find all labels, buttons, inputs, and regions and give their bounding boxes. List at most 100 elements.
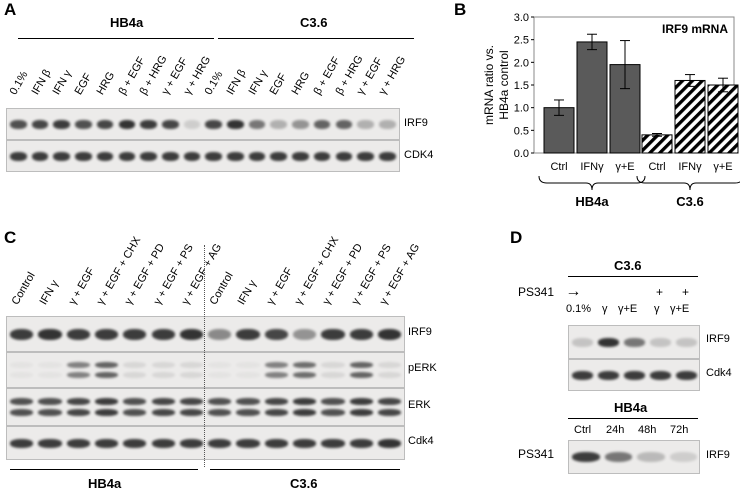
panel-d-blot-cdk4: [568, 359, 700, 391]
panel-d-ps341-text-bottom: PS341: [518, 447, 555, 461]
panel-d-bottom-irf9-band: [637, 452, 665, 462]
panel-c-lane-label: IFN γ: [235, 278, 260, 307]
panel-c-erk-band: [293, 408, 317, 416]
panel-c-perk-band: [123, 361, 147, 368]
panel-c-erk-band: [10, 408, 34, 416]
panel-c-perk-band: [321, 372, 345, 379]
chart-b-bar: [576, 41, 608, 154]
panel-a-cdk4-band: [10, 151, 27, 161]
panel-c-erk-band: [236, 398, 260, 406]
panel-c-erk-band: [94, 408, 119, 416]
panel-c-erk-band: [151, 408, 175, 416]
chart-b-x-tick-label: γ+E: [713, 161, 732, 173]
panel-c-cdk4-band: [179, 438, 204, 448]
panel-d-irf9-band: [650, 337, 671, 347]
panel-d-irf9-band: [624, 337, 645, 347]
panel-c-erk-band: [38, 408, 62, 416]
panel-a-cdk4-band: [248, 151, 266, 161]
panel-c-lane-label: γ + EGF: [264, 265, 296, 307]
panel-c-irf9-band: [179, 328, 204, 340]
panel-a-irf9-band: [335, 119, 353, 129]
panel-c-hb4a-line: [10, 469, 198, 470]
chart-b-x-tick-label: Ctrl: [550, 161, 567, 173]
panel-d-bottom-lane-label: 72h: [670, 424, 689, 436]
panel-c-blot-perk: [6, 352, 405, 388]
chart-b-group-brace: [538, 175, 646, 191]
chart-b-bar: [641, 134, 673, 154]
panel-a-blot-irf9: [6, 108, 400, 140]
panel-c-erk-band: [208, 408, 232, 416]
panel-c-lane-label: γ + EGF: [66, 265, 97, 307]
panel-a-lane-label: 0.1%: [202, 69, 226, 97]
panel-c-erk-band: [264, 408, 288, 416]
chart-b-bar: [674, 79, 706, 154]
panel-c-erk-band: [66, 408, 90, 416]
panel-a-cdk4-band: [53, 151, 71, 161]
panel-c-lane-label: IFN γ: [37, 278, 62, 307]
panel-c-perk-band: [94, 372, 119, 379]
panel-c-perk-band: [66, 361, 90, 368]
panel-d-irf9-band: [676, 337, 697, 347]
panel-a-cdk4-band: [205, 151, 222, 161]
panel-a-irf9-band: [53, 119, 71, 129]
panel-a-lane-label: HRG: [94, 69, 118, 97]
panel-c-irf9-band: [264, 328, 288, 340]
panel-c-erk-band: [38, 398, 62, 406]
panel-c-cdk4-band: [123, 438, 147, 448]
panel-c-perk-band: [264, 372, 288, 379]
panel-c-perk-band: [66, 372, 90, 379]
chart-b-ylabel: mRNA ratio vs.HB4a control: [482, 45, 511, 125]
panel-a-lane-label: IFN γ: [50, 68, 75, 97]
panel-c-irf9-band: [349, 328, 373, 340]
chart-b-x-tick-label: IFNγ: [580, 161, 604, 173]
panel-c-perk-band: [377, 372, 402, 379]
panel-c-irf9-band: [10, 328, 34, 340]
panel-c-irf9-band: [377, 328, 402, 340]
chart-b-y-tick-label: 3.0: [514, 12, 529, 24]
panel-c-letter: C: [4, 228, 17, 247]
panel-c-erk-band: [349, 408, 373, 416]
panel-c-erk-band: [66, 398, 90, 406]
panel-c-irf9-band: [94, 328, 119, 340]
panel-a-group-c36: C3.6: [300, 15, 328, 30]
panel-d-cdk4-band: [572, 370, 593, 380]
panel-c-cdk4-band: [377, 438, 402, 448]
panel-a-irf9-band: [313, 119, 331, 129]
panel-a-cdk4-band: [96, 151, 114, 161]
panel-c-irf9-band: [236, 328, 260, 340]
panel-a-cdk4-band: [161, 151, 179, 161]
panel-c-erk-band: [236, 408, 260, 416]
panel-d-cdk4-band: [598, 370, 619, 380]
panel-a-lane-label: 0.1%: [7, 69, 31, 97]
panel-c-erk-band: [179, 408, 204, 416]
panel-a-lane-label: IFN β: [224, 67, 249, 97]
panel-a-cdk4-band: [118, 151, 136, 161]
panel-d-bottom-irf9-band: [669, 452, 697, 462]
chart-b-svg: 0.0 0.5 1.0 1.5 2.0 2.5 3.0 mRNA ratio vs.HB4a …: [482, 12, 740, 209]
panel-a-irf9-band: [75, 119, 92, 129]
panel-c-perk-band: [10, 361, 34, 368]
chart-b-group-brace: [636, 175, 740, 191]
panel-d-label-cdk4: Cdk4: [706, 367, 732, 379]
chart-b-x-tick-label: Ctrl: [648, 161, 665, 173]
panel-a-lane-label: IFN γ: [246, 68, 270, 97]
panel-c-perk-band: [38, 361, 62, 368]
chart-b-group-label: HB4a: [575, 194, 609, 209]
panel-d-ps-plus: +: [656, 285, 664, 299]
panel-d-label-bottom-irf9: IRF9: [706, 449, 730, 461]
chart-b-group-label: C3.6: [676, 194, 703, 209]
chart-b-x-tick-label: γ+E: [615, 161, 634, 173]
panel-c-erk-band: [208, 398, 232, 406]
panel-d-irf9-band: [572, 337, 593, 347]
panel-d-irf9-band: [598, 337, 619, 347]
panel-d-top-lane-label: γ: [654, 303, 660, 315]
panel-c-c36-line: [210, 469, 400, 470]
chart-b-y-tick-label: 0.5: [514, 125, 529, 137]
panel-c-perk-band: [321, 361, 345, 368]
panel-a-label-irf9: IRF9: [404, 117, 428, 129]
panel-c-label-erk: ERK: [408, 399, 431, 411]
panel-c-perk-band: [151, 372, 175, 379]
panel-c-cdk4-band: [151, 438, 175, 448]
panel-c-cdk4-band: [38, 438, 62, 448]
panel-a-irf9-band: [227, 119, 244, 129]
